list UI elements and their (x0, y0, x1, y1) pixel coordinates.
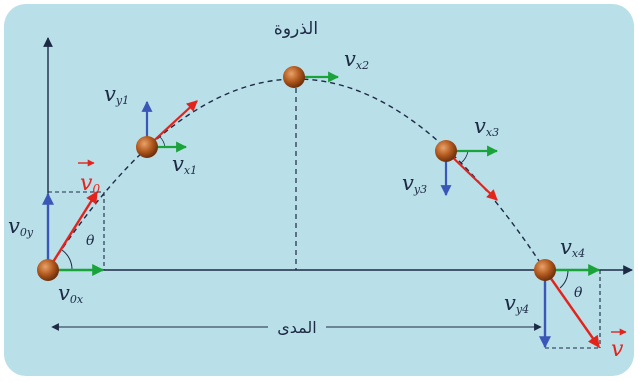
angle-arc-point1 (159, 136, 166, 148)
v0-vector (46, 190, 99, 271)
launch-angle-arc (61, 249, 73, 271)
vy3-label: vy3 (402, 171, 427, 196)
v0y-label: v0y (8, 214, 34, 239)
vy4-label: vy4 (504, 291, 529, 316)
theta-landing-label: θ (574, 285, 583, 301)
peak-label: الذروة (274, 19, 318, 39)
vx3-label: vx3 (474, 114, 499, 139)
v3-vector (445, 150, 498, 201)
ball-point3 (435, 140, 457, 162)
v1-vector (146, 100, 198, 148)
range-label-bg (268, 316, 326, 338)
ball-peak (283, 66, 305, 88)
vx2-label: vx2 (344, 47, 369, 72)
v-final-label: v (611, 337, 624, 362)
vx4-label: vx4 (560, 235, 585, 260)
theta-launch-label: θ (86, 233, 95, 249)
ball-launch (37, 259, 59, 281)
range-label: المدى (277, 318, 317, 337)
vy1-label: vy1 (104, 82, 129, 107)
ball-landing (534, 259, 556, 281)
ball-point1 (136, 136, 158, 158)
v-final-vector (544, 269, 600, 348)
angle-arc-point3 (460, 150, 469, 164)
diagram-background-panel (4, 4, 634, 376)
v0x-label: v0x (58, 281, 84, 306)
landing-angle-arc (559, 269, 569, 289)
vx1-label: vx1 (172, 152, 197, 177)
v0-label: v0 (80, 171, 100, 196)
